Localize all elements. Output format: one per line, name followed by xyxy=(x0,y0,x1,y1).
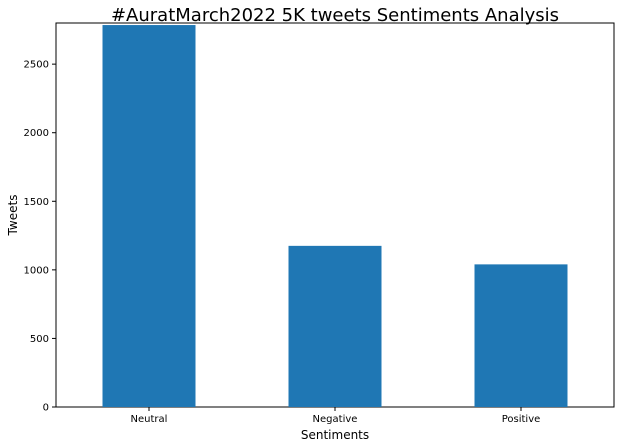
y-tick-label: 500 xyxy=(30,334,49,345)
bar-positive xyxy=(474,264,568,407)
y-axis-ticks: 0 500 1000 1500 2000 2500 xyxy=(24,60,56,414)
chart-title: #AuratMarch2022 5K tweets Sentiments Ana… xyxy=(111,5,559,26)
x-tick-label: Neutral xyxy=(131,414,168,425)
y-tick-label: 2000 xyxy=(24,128,49,139)
y-tick-label: 0 xyxy=(43,403,49,414)
x-tick-label: Positive xyxy=(502,414,541,425)
y-tick-label: 1500 xyxy=(24,197,49,208)
bar-negative xyxy=(288,245,382,407)
bars-group xyxy=(102,25,568,408)
x-axis-title: Sentiments xyxy=(301,428,369,442)
x-tick-label: Negative xyxy=(313,414,358,425)
bar-neutral xyxy=(102,25,196,408)
y-tick-label: 2500 xyxy=(24,60,49,71)
y-axis-title: Tweets xyxy=(6,195,20,237)
x-axis-ticks: Neutral Negative Positive xyxy=(131,407,541,425)
y-tick-label: 1000 xyxy=(24,265,49,276)
